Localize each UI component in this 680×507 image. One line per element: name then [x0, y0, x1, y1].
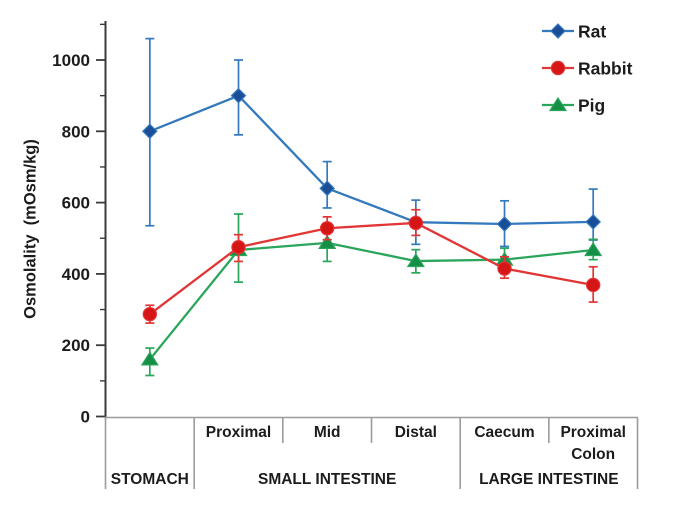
legend-item-rat: Rat [542, 22, 606, 42]
y-tick-label-0: 0 [81, 408, 90, 427]
x-label-proximal-colon: Colon [571, 446, 615, 463]
legend-marker-pig [548, 96, 568, 112]
x-group-label-stomach: STOMACH [111, 471, 189, 488]
legend: Rat Rabbit Pig [542, 22, 633, 116]
x-label-mid: Mid [314, 424, 341, 441]
y-tick-label-800: 800 [62, 122, 90, 141]
legend-label-rabbit: Rabbit [578, 59, 633, 79]
rabbit-point-stomach [142, 306, 158, 322]
rat-point-caecum [496, 216, 513, 232]
legend-label-pig: Pig [578, 96, 605, 116]
y-tick-label-1000: 1000 [52, 51, 90, 70]
rabbit-point-caecum [497, 261, 512, 276]
x-group-label-large-intestine: LARGE INTESTINE [479, 471, 619, 488]
rabbit-point-mid [319, 221, 335, 236]
legend-marker-rabbit [550, 60, 566, 76]
x-label-proximal: Proximal [206, 424, 271, 441]
x-label-distal: Distal [395, 424, 437, 441]
pig-point-mid [318, 234, 337, 249]
y-tick-label-400: 400 [62, 265, 90, 284]
legend-marker-rat [550, 23, 566, 39]
x-axis-table: Proximal Mid Distal Caecum Proximal Colon STOM… [104, 416, 639, 489]
rat-point-mid [319, 180, 336, 197]
legend-label-rat: Rat [578, 22, 606, 42]
rat-point-proximal-colon [585, 214, 602, 230]
series-rat [141, 37, 602, 248]
pig-point-proximal-colon [584, 241, 603, 257]
series-rabbit [142, 208, 601, 324]
x-group-label-small-intestine: SMALL INTESTINE [258, 471, 396, 488]
y-axis-title: Osmolality (mOsm/kg) [21, 139, 40, 319]
rabbit-point-distal [408, 215, 424, 231]
legend-item-rabbit: Rabbit [542, 59, 633, 79]
x-label-caecum: Caecum [474, 424, 534, 441]
y-axis: 0 200 400 600 800 1000 [52, 21, 107, 427]
legend-item-pig: Pig [542, 96, 605, 116]
rabbit-point-proximal [231, 239, 246, 255]
rat-point-stomach [141, 123, 158, 140]
pig-point-distal [406, 252, 425, 268]
rabbit-point-proximal-colon [585, 277, 601, 293]
series-pig [140, 213, 603, 377]
y-tick-label-200: 200 [62, 336, 90, 355]
rat-point-proximal [230, 87, 247, 104]
y-tick-label-600: 600 [62, 194, 90, 213]
pig-point-stomach [140, 351, 159, 366]
x-label-proximal-colon: Proximal [560, 424, 625, 441]
